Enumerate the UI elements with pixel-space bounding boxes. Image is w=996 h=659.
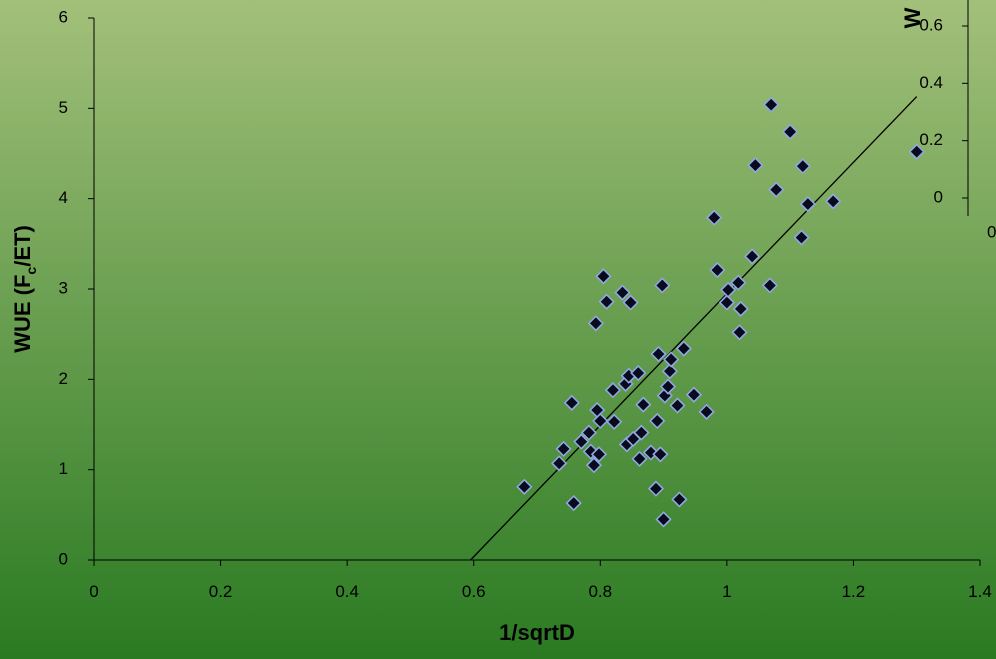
scatter-point: [799, 195, 816, 213]
scatter-point: [731, 324, 748, 341]
trendline: [470, 96, 918, 561]
scatter-point: [659, 378, 677, 395]
scatter-point: [647, 480, 665, 497]
scatter-point: [630, 364, 647, 382]
x-tick-label: 1.2: [842, 582, 866, 601]
scatter-point: [585, 457, 603, 474]
scatter-point: [580, 424, 598, 441]
scatter-point: [622, 294, 639, 311]
scatter-point: [768, 181, 785, 198]
scatter-point: [669, 397, 686, 414]
scatter-point: [655, 511, 672, 528]
y-axis-title-tail: /ET): [10, 225, 35, 267]
x-tick-label: 0.6: [462, 582, 486, 601]
scatter-point: [661, 363, 679, 380]
scatter-point: [747, 157, 764, 174]
scatter-point: [685, 386, 703, 403]
y-tick-label: 2: [59, 369, 68, 388]
scatter-point: [663, 351, 680, 368]
scatter-point: [719, 281, 737, 299]
scatter-point: [614, 284, 631, 301]
scatter-point: [825, 193, 842, 210]
y-axis-title-main: WUE (F: [10, 275, 35, 353]
scatter-point: [782, 123, 799, 140]
scatter-point: [565, 494, 582, 512]
scatter-point: [595, 268, 612, 285]
y-axis-title-subscript: c: [23, 267, 39, 275]
scatter-point: [631, 450, 648, 467]
x-tick-label: 0.8: [588, 582, 612, 601]
scatter-point: [732, 300, 749, 318]
scatter-point: [633, 424, 650, 441]
scatter-point: [718, 294, 735, 311]
scatter-point: [592, 412, 609, 430]
inset-y-tick-label: 0.2: [919, 130, 943, 149]
x-tick-label: 1.4: [968, 582, 992, 601]
scatter-point: [744, 248, 761, 265]
scatter-point: [763, 96, 780, 113]
scatter-point: [706, 209, 723, 226]
y-tick-label: 6: [59, 7, 68, 26]
scatter-point: [587, 315, 604, 332]
scatter-point: [606, 413, 623, 430]
scatter-point: [551, 455, 568, 472]
y-tick-label: 0: [59, 549, 68, 568]
x-tick-label: 0.4: [335, 582, 359, 601]
scatter-point: [730, 274, 747, 291]
x-tick-label: 1: [722, 582, 731, 601]
scatter-point: [573, 433, 590, 450]
scatter-point: [794, 158, 811, 175]
main-chart: 0 0.2 0.4 0.6 0.8 1 1.2 1.4 0 1 2 3 4 5 6 1/sqrtD WUE…: [10, 7, 992, 645]
scatter-point: [555, 440, 572, 458]
inset-x-tick-label: 0: [987, 222, 996, 241]
y-tick-label: 4: [59, 188, 68, 207]
scatter-point: [675, 340, 692, 357]
scatter-point: [671, 491, 688, 508]
y-axis-title: WUE (Fc/ET): [10, 225, 39, 353]
scatter-point: [698, 403, 715, 420]
scatter-point: [650, 345, 667, 363]
y-tick-label: 1: [59, 459, 68, 478]
y-tick-label: 3: [59, 278, 68, 297]
inset-y-tick-label: 0.4: [919, 73, 943, 92]
scatter-point: [908, 143, 925, 160]
scatter-point: [635, 396, 652, 413]
x-tick-label: 0: [89, 582, 98, 601]
scatter-point: [604, 382, 622, 399]
inset-y-axis-label: W: [900, 7, 925, 28]
scatter-point: [590, 446, 608, 463]
scatter-point: [761, 277, 779, 294]
scatter-point: [563, 394, 580, 411]
inset-y-tick-label: 0: [934, 187, 943, 206]
scatter-point: [793, 229, 810, 246]
inset-chart: W 0 0.2 0.4 0.6 0: [900, 0, 996, 241]
inset-y-tick-label: 0.6: [919, 15, 943, 34]
y-tick-label: 5: [59, 98, 68, 117]
x-axis-title: 1/sqrtD: [499, 620, 575, 645]
scatter-point: [709, 261, 726, 279]
scatter-point: [652, 446, 669, 463]
scatter-point: [598, 293, 615, 310]
scatter-point: [516, 478, 533, 495]
scatter-point: [654, 277, 671, 294]
x-tick-label: 0.2: [209, 582, 233, 601]
scatter-point: [649, 412, 666, 430]
